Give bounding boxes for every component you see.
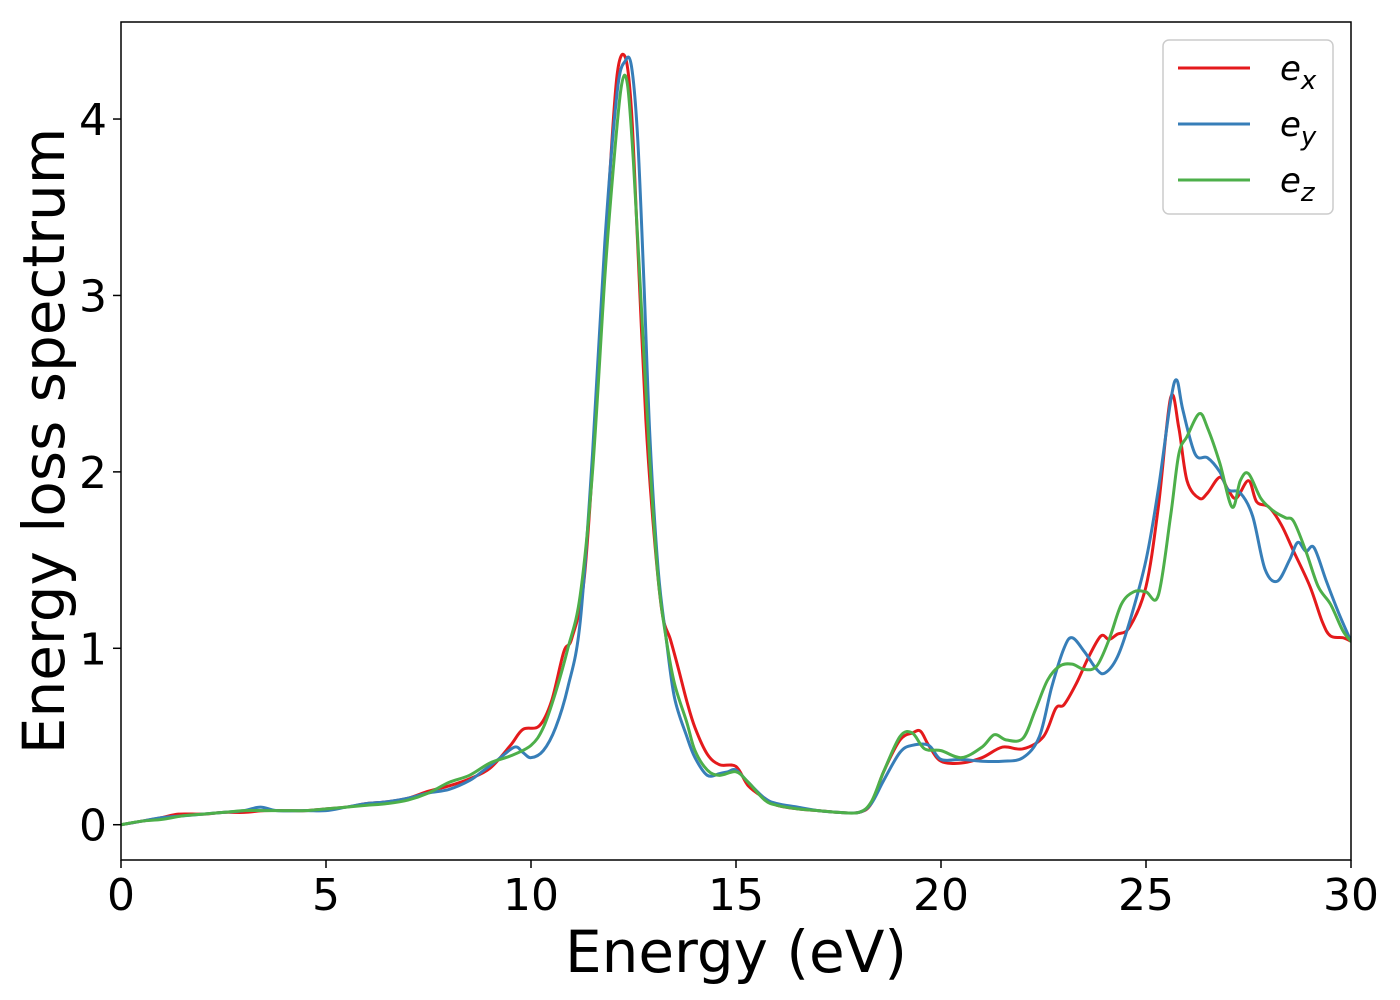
x-tick-label: 0 [107,870,135,921]
series-layer [121,52,1351,827]
x-tick-label: 5 [312,870,340,921]
x-tick-label: 30 [1323,870,1379,921]
y-tick-label: 3 [79,271,107,322]
y-axis-title: Energy loss spectrum [10,128,78,754]
x-axis-title: Energy (eV) [565,918,907,986]
x-tick-label: 25 [1118,870,1174,921]
x-tick-label: 15 [708,870,764,921]
y-tick-label: 0 [79,801,107,852]
y-axis-ticks: 0 1 2 3 4 [79,95,121,852]
y-tick-label: 1 [79,624,107,675]
series-line-z [121,73,1351,827]
x-tick-label: 10 [503,870,559,921]
plot-background [121,22,1351,860]
x-axis-ticks: 0 5 10 15 20 25 30 [107,860,1379,921]
series-line-y [121,55,1351,827]
y-tick-label: 2 [79,448,107,499]
legend-box [1162,39,1334,215]
x-tick-label: 20 [913,870,969,921]
y-tick-label: 4 [79,95,107,146]
